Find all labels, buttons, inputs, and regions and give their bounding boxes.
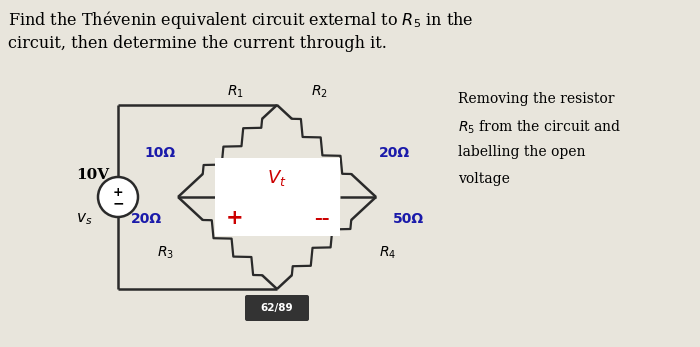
Text: voltage: voltage <box>458 171 510 186</box>
Text: $R_5$ from the circuit and: $R_5$ from the circuit and <box>458 118 621 136</box>
Text: $v_s$: $v_s$ <box>76 211 92 227</box>
Text: 20Ω: 20Ω <box>130 212 162 226</box>
Text: +: + <box>225 208 244 228</box>
Text: 62/89: 62/89 <box>260 303 293 313</box>
Text: +: + <box>113 186 123 198</box>
Text: 10V: 10V <box>76 168 109 182</box>
Text: $R_4$: $R_4$ <box>379 245 397 261</box>
Text: Removing the resistor: Removing the resistor <box>458 92 615 106</box>
Bar <box>214 158 340 236</box>
Text: $V_t$: $V_t$ <box>267 168 287 188</box>
Text: ––: –– <box>314 211 329 226</box>
Circle shape <box>98 177 138 217</box>
Text: $R_1$: $R_1$ <box>227 84 244 100</box>
Text: 20Ω: 20Ω <box>379 146 410 160</box>
FancyBboxPatch shape <box>245 295 309 321</box>
Text: 10Ω: 10Ω <box>144 146 176 160</box>
Text: labelling the open: labelling the open <box>458 145 585 159</box>
Text: −: − <box>112 196 124 210</box>
Text: $R_3$: $R_3$ <box>158 245 174 261</box>
Text: Find the Thévenin equivalent circuit external to $R_5$ in the: Find the Thévenin equivalent circuit ext… <box>8 9 473 31</box>
Text: 50Ω: 50Ω <box>393 212 424 226</box>
Text: $R_2$: $R_2$ <box>311 84 328 100</box>
Text: circuit, then determine the current through it.: circuit, then determine the current thro… <box>8 35 387 52</box>
